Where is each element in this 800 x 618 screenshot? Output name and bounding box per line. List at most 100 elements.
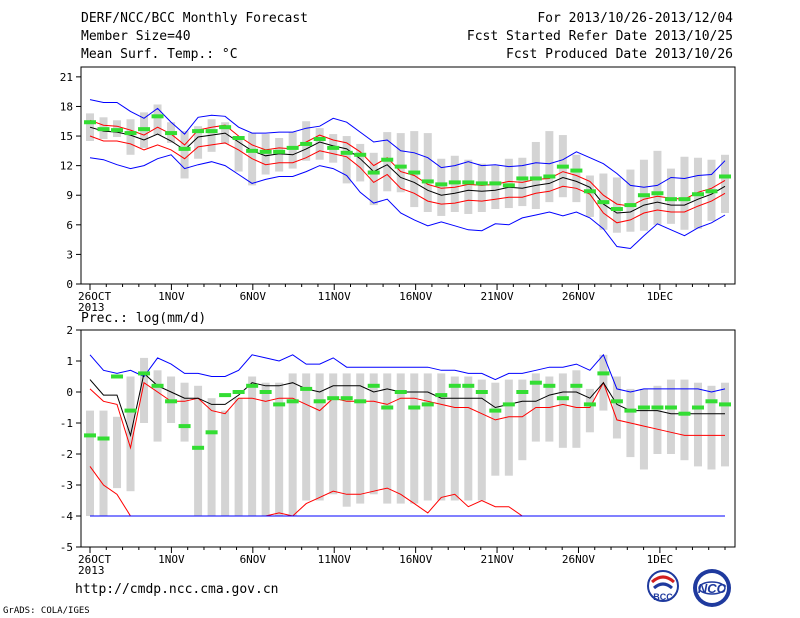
temp-range-bar [666,168,675,224]
temp-x-tick-label: 11NOV [318,290,351,303]
temp-y-tick-label: 9 [66,189,73,202]
prec-observed-marker [637,405,650,410]
temp-range-bar [356,143,365,182]
prec-range-bar [450,376,459,501]
prec-panel-label: Prec.: log(mm/d) [81,311,206,326]
temp-observed-marker [151,114,164,119]
prec-range-bar [234,398,243,516]
bcc-logo-text: BCC [653,592,673,602]
prec-range-bar [491,382,500,476]
temp-observed-marker [394,164,407,169]
temp-observed-marker [624,203,637,208]
prec-observed-marker [340,396,353,401]
prec-observed-marker [232,390,245,394]
prec-x-tick-label: 26OCT [78,553,111,566]
prec-range-bar [477,379,486,501]
temp-observed-marker [462,180,475,185]
temp-range-bar [194,126,203,159]
temp-plot-frame [80,66,736,285]
prec-range-bar [194,385,203,516]
temp-observed-marker [97,127,110,132]
prec-observed-marker [381,405,394,410]
prec-observed-marker [691,405,704,410]
temp-observed-marker [313,137,326,142]
header-right-line-3: Fcst Produced Date 2013/10/26 [506,47,733,62]
temp-observed-marker [502,183,515,188]
temp-range-bar [464,159,473,214]
temp-observed-marker [124,131,137,136]
prec-x-tick-label: 21NOV [480,553,513,566]
prec-range-bar [180,382,189,442]
prec-lower-line [89,466,725,517]
temp-y-tick-label: 21 [60,71,73,84]
temp-observed-marker [583,189,596,194]
temp-observed-marker [192,129,205,134]
temp-range-bar [369,152,378,206]
prec-range-bar [342,373,351,507]
temp-x-tick-label: 26OCT [78,290,111,303]
bcc-logo-icon: BCC [647,570,679,602]
header-left-line-1: DERF/NCC/BCC Monthly Forecast [81,11,308,26]
prec-observed-marker [313,399,326,404]
temp-observed-marker [543,174,556,179]
prec-y-tick-label: -1 [60,417,73,430]
temp-observed-marker [637,193,650,198]
prec-x-year-label: 2013 [78,564,105,577]
temp-observed-marker [678,197,691,202]
temp-x-tick-label: 21NOV [480,290,513,303]
prec-observed-marker [178,424,191,429]
temp-range-bar [396,133,405,193]
prec-observed-marker [165,399,178,404]
temp-observed-marker [367,170,380,175]
prec-observed-marker [583,402,596,407]
temp-observed-marker [232,136,245,141]
temp-mean-line [89,126,726,214]
prec-observed-marker [124,408,137,413]
prec-range-bar [207,398,216,516]
temp-range-bar [545,131,554,203]
prec-range-bar [693,382,702,467]
temp-range-bar [572,154,581,203]
temp-observed-marker [273,149,286,154]
prec-observed-marker [327,396,340,401]
temp-observed-marker [610,207,623,212]
prec-range-bar [653,385,662,454]
prec-observed-marker [570,383,583,388]
temp-range-bar [86,113,94,141]
prec-observed-marker [597,371,610,376]
footer-url[interactable]: http://cmdp.ncc.cma.gov.cn [75,582,279,597]
temp-observed-marker [219,125,232,130]
temp-observed-marker [597,200,610,205]
prec-observed-marker [719,402,731,407]
prec-observed-marker [475,390,488,394]
temp-observed-marker [475,181,488,186]
header-left-line-3: Mean Surf. Temp.: °C [81,47,238,62]
prec-range-bar [410,373,419,504]
temp-observed-marker [719,174,731,179]
prec-range-bar [504,379,513,476]
prec-observed-marker [435,393,448,398]
prec-y-tick-label: 0 [66,386,73,399]
prec-x-tick-label: 26NOV [562,553,595,566]
prec-range-bar [356,373,365,504]
prec-range-bar [707,385,716,470]
temp-range-bar [342,136,351,184]
temp-observed-marker [246,148,259,153]
prec-observed-marker [543,383,556,388]
header-left-line-2: Member Size=40 [81,29,191,44]
prec-x-tick-label: 6NOV [240,553,267,566]
temp-observed-marker [381,157,394,162]
prec-range-bar [639,388,648,470]
prec-range-bar [113,416,122,489]
temp-observed-marker [556,164,569,169]
prec-observed-marker [394,390,407,394]
prec-y-tick-label: -5 [60,541,73,554]
temp-x-tick-label: 1NOV [158,290,185,303]
prec-observed-marker [448,383,461,388]
temp-range-bar [288,132,297,169]
prec-range-bar [221,410,230,516]
temp-observed-marker [327,145,340,150]
prec-range-bar [423,373,432,501]
temp-range-bar [477,163,486,212]
